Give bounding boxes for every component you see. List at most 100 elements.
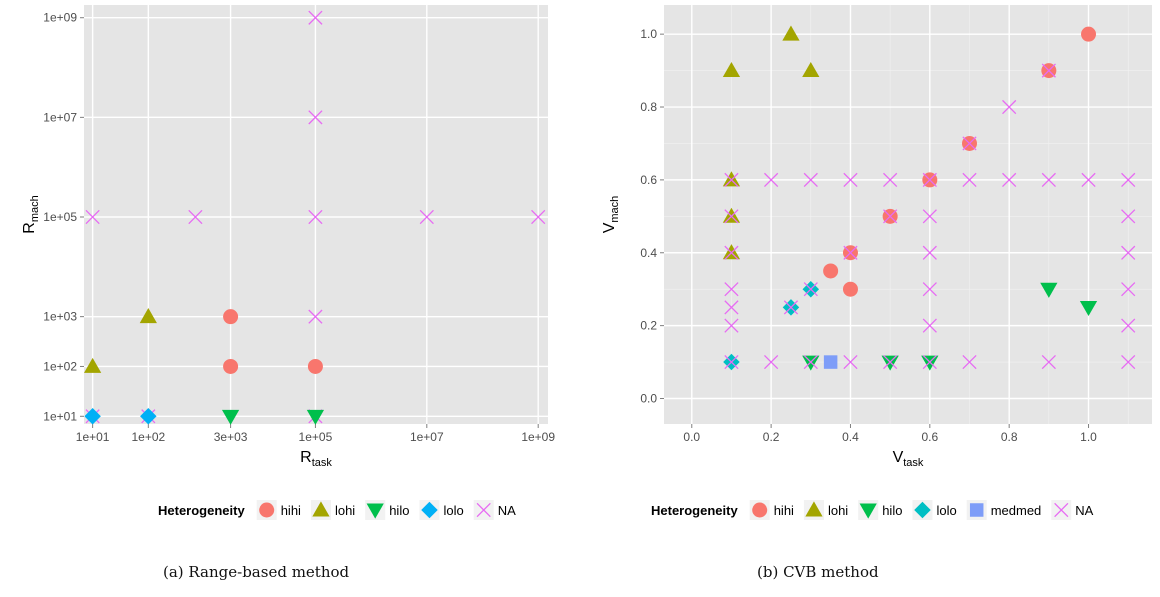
point-NA [783,300,799,315]
point-NA [922,172,937,187]
legend-key-lohi [312,501,330,517]
legend-key-lolo [914,501,931,519]
point-NA [922,245,937,260]
point-hihi [223,358,239,374]
y-tick-label: 1e+02 [43,359,77,373]
point-NA [843,172,858,187]
point-NA [1121,172,1136,187]
legend-label-hihi: hihi [774,503,794,518]
point-NA [724,318,739,333]
x-tick-label: 0.4 [842,430,859,444]
point-NA [922,282,937,297]
point-lohi [722,61,741,78]
point-hilo [306,409,325,425]
point-NA [803,354,818,370]
point-NA [962,136,977,151]
x-axis-title: Vtask [893,449,924,469]
y-tick-label: 0.4 [640,246,657,260]
legend-key-hihi [259,502,275,518]
x-tick-label: 1e+02 [131,430,165,444]
point-NA [962,172,977,187]
point-NA [883,172,898,187]
point-NA [764,354,779,370]
point-NA [803,172,818,187]
x-tick-label: 0.6 [921,430,938,444]
x-tick-label: 1e+01 [76,430,110,444]
point-NA [962,354,977,370]
caption-cvb: (b) CVB method [757,563,879,581]
x-tick-label: 3e+03 [214,430,248,444]
point-NA [531,209,546,225]
y-axis-title: Vmach [601,196,621,234]
point-NA [724,354,739,370]
point-NA [1121,282,1136,297]
point-NA [843,354,858,370]
point-NA [1041,172,1056,187]
point-NA [724,282,739,297]
legend-label-hilo: hilo [389,503,409,518]
point-NA [724,172,739,187]
point-NA [308,209,323,225]
point-NA [1041,63,1056,78]
x-tick-label: 1e+07 [410,430,444,444]
point-NA [85,209,100,225]
caption-range-based: (a) Range-based method [163,563,350,581]
legend-key-lohi [805,501,823,517]
point-hilo [221,409,240,425]
point-NA [724,300,739,315]
y-tick-label: 1e+03 [43,310,77,324]
legend-label-lolo: lolo [443,503,463,518]
point-NA [419,209,434,225]
legend-label-medmed: medmed [991,503,1042,518]
point-lohi [802,61,820,78]
chart-range-based: 1e+01 1e+02 3e+03 1e+05 1e+07 1e+09 1e+01 1e+02… [21,5,555,520]
x-tick-label: 1e+05 [299,430,333,444]
legend-label-lolo: lolo [936,503,956,518]
y-axis-title: Rmach [21,195,41,233]
legend: Heterogeneity hihi lohi hilo lolo NA [158,500,516,520]
legend-key-lolo [421,501,438,519]
point-NA [1041,354,1056,370]
point-lohi [722,244,741,260]
point-lolo [84,408,101,425]
point-NA [1002,99,1017,115]
legend-key-NA [476,502,491,518]
legend: Heterogeneity hihi lohi hilo lolo medmed NA [651,500,1094,520]
x-tick-label: 0.8 [1001,430,1018,444]
point-hihi [823,263,839,279]
point-hilo [921,355,939,371]
point-hihi [1081,26,1097,42]
point-NA [1121,245,1136,260]
legend-label-lohi: lohi [828,503,848,518]
legend-label-lohi: lohi [335,503,355,518]
point-NA [308,309,323,324]
y-tick-label: 1e+07 [43,110,77,124]
y-tick-label: 1e+01 [43,409,77,423]
y-tick-label: 1.0 [640,27,657,41]
point-hihi [307,358,323,374]
point-NA [883,354,898,370]
y-tick-label: 0.0 [640,391,657,405]
legend-label-hilo: hilo [882,503,902,518]
y-tick-label: 0.6 [640,173,657,187]
legend-key-hilo [366,503,384,519]
point-NA [883,209,898,224]
x-tick-label: 0.0 [683,430,700,444]
point-lohi [782,25,800,41]
y-tick-label: 1e+05 [43,210,77,224]
legend-key-hilo [859,503,877,519]
point-hihi [842,281,858,297]
legend-key-medmed [969,503,984,517]
point-NA [843,245,858,260]
point-NA [1002,172,1017,187]
point-hilo [1040,282,1058,298]
legend-title: Heterogeneity [158,503,245,518]
point-NA [922,354,937,370]
legend-label-hihi: hihi [281,503,301,518]
point-NA [308,110,323,125]
point-NA [922,209,937,224]
legend-title: Heterogeneity [651,503,738,518]
point-NA [724,245,739,260]
plot-panel [664,5,1152,424]
